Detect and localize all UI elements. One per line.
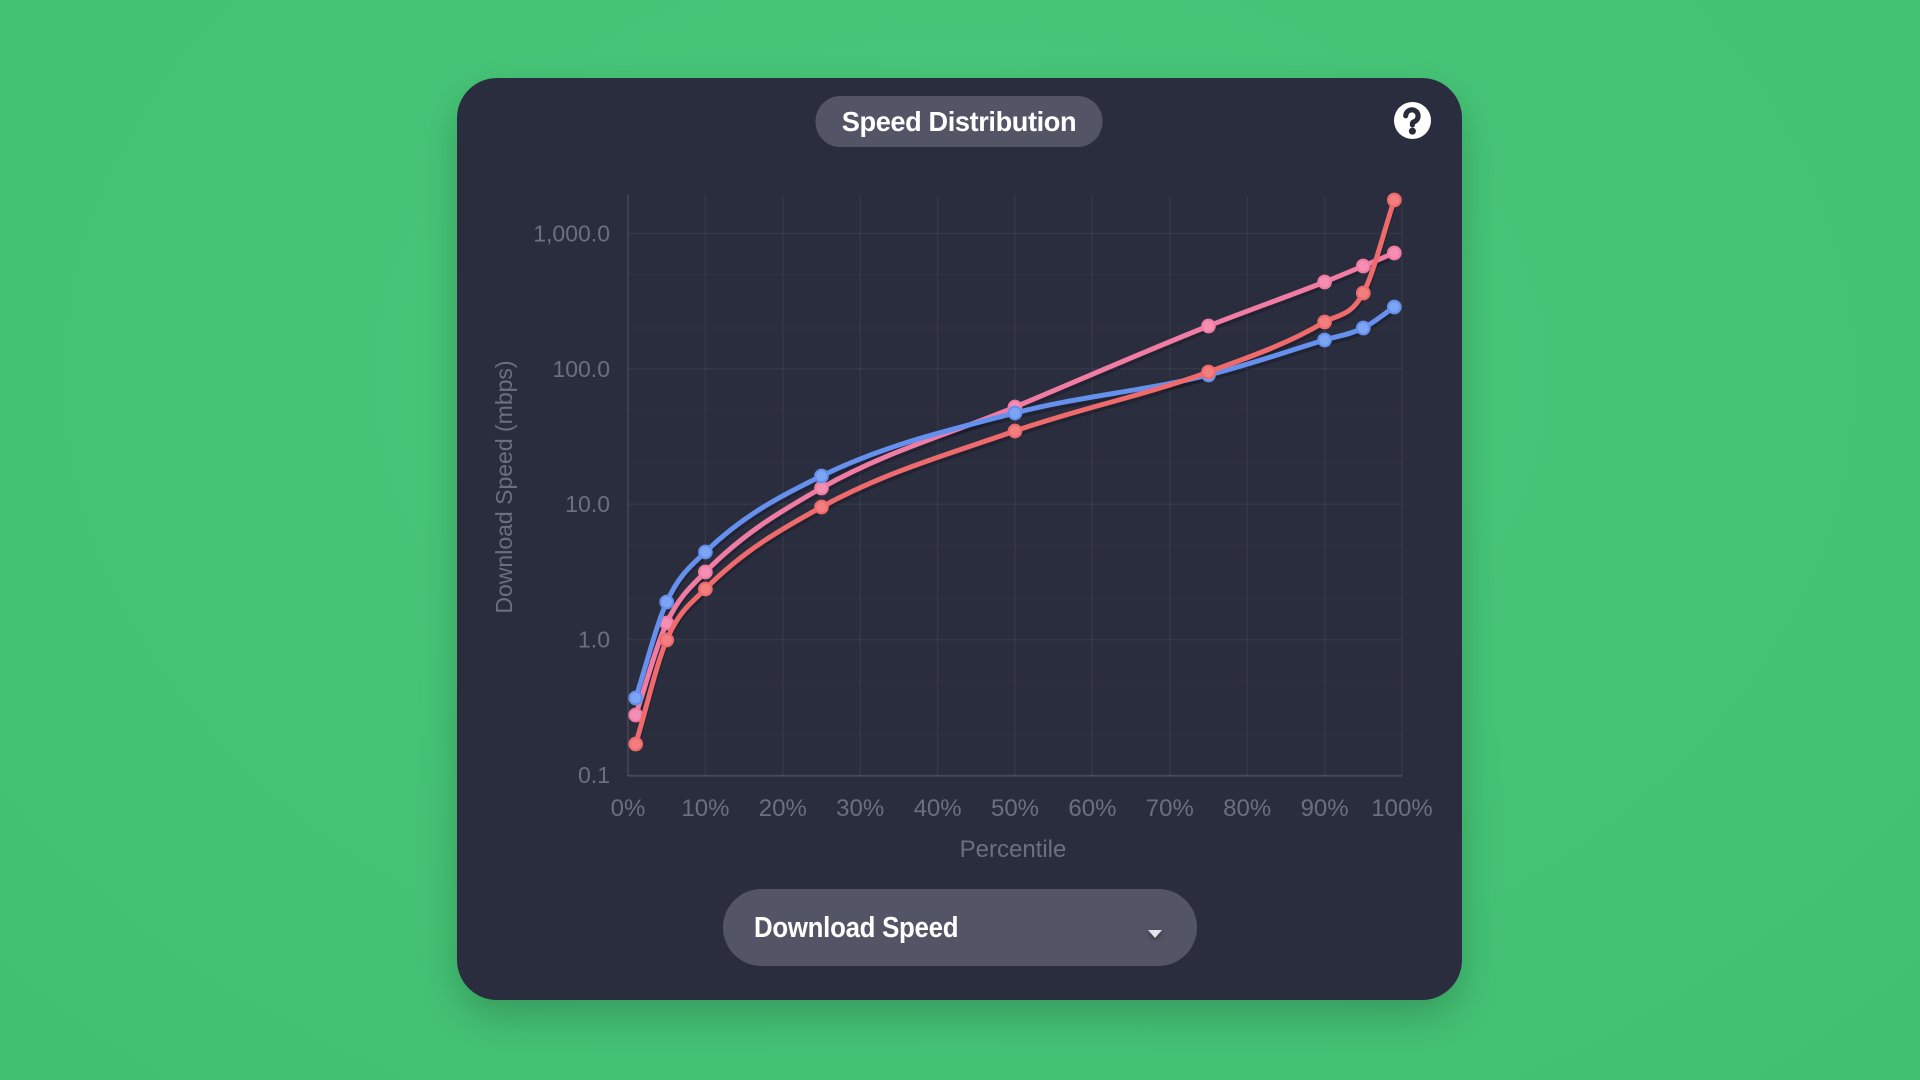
svg-text:80%: 80% <box>1223 795 1271 822</box>
svg-text:20%: 20% <box>759 795 807 822</box>
svg-text:90%: 90% <box>1301 795 1349 822</box>
svg-text:Percentile: Percentile <box>960 836 1067 863</box>
svg-text:40%: 40% <box>914 795 962 822</box>
svg-text:30%: 30% <box>836 795 884 822</box>
svg-text:50%: 50% <box>991 795 1039 822</box>
svg-text:Download Speed (mbps): Download Speed (mbps) <box>491 360 517 613</box>
svg-text:0.1: 0.1 <box>578 762 610 788</box>
svg-text:100%: 100% <box>1371 795 1432 822</box>
svg-text:10.0: 10.0 <box>565 491 610 517</box>
svg-text:1,000.0: 1,000.0 <box>533 220 610 246</box>
svg-text:1.0: 1.0 <box>578 627 610 653</box>
svg-text:100.0: 100.0 <box>552 356 610 382</box>
svg-text:10%: 10% <box>681 795 729 822</box>
svg-text:60%: 60% <box>1068 795 1116 822</box>
svg-text:70%: 70% <box>1146 795 1194 822</box>
svg-text:0%: 0% <box>611 795 646 822</box>
